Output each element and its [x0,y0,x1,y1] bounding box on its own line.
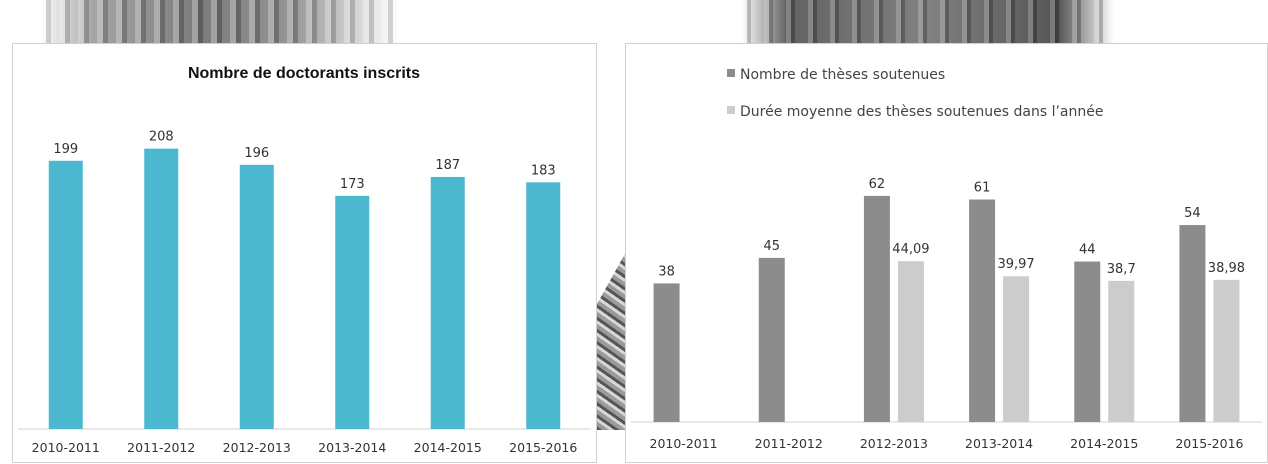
bar-series-1-2011-2012 [758,257,785,422]
value-label-series-1-2015-2016: 54 [1184,206,1201,221]
bar-2014-2015 [430,176,465,429]
x-tick-label-2011-2012: 2011-2012 [127,440,195,455]
bar-2015-2016 [526,182,561,429]
x-tick-label-2010-2011: 2010-2011 [32,440,100,455]
value-label-2011-2012: 208 [149,130,174,145]
bar-2011-2012 [144,148,179,430]
legend-label-series-2: Durée moyenne des thèses soutenues dans … [740,104,1103,120]
bar-series-2-2012-2013 [897,261,924,422]
bar-2012-2013 [239,164,274,429]
bar-2013-2014 [335,195,370,429]
x-tick-label-2013-2014: 2013-2014 [965,436,1033,451]
value-label-series-1-2011-2012: 45 [763,239,780,254]
decorative-banner-right [742,0,1114,44]
bar-series-1-2010-2011 [653,283,680,422]
x-tick-label-2012-2013: 2012-2013 [860,436,928,451]
value-label-series-2-2015-2016: 38,98 [1208,261,1245,276]
value-label-2015-2016: 183 [531,163,556,178]
value-label-series-2-2014-2015: 38,7 [1107,262,1136,277]
legend-label-series-1: Nombre de thèses soutenues [740,67,945,83]
chart-panel-doctorants: Nombre de doctorants inscrits 199 2010-20… [12,43,597,463]
value-label-series-2-2012-2013: 44,09 [892,242,929,257]
bar-series-2-2015-2016 [1213,279,1240,422]
value-label-2010-2011: 199 [53,142,78,157]
bar-series-2-2014-2015 [1108,280,1135,422]
chart-theses: Nombre de thèses soutenues Durée moyenne… [631,67,1262,451]
x-tick-label-2012-2013: 2012-2013 [223,440,291,455]
value-label-2013-2014: 173 [340,177,365,192]
value-label-series-1-2012-2013: 62 [869,177,886,192]
bar-2010-2011 [48,160,83,430]
bar-series-1-2013-2014 [969,199,996,422]
chart-doctorants: Nombre de doctorants inscrits 199 2010-20… [18,65,591,455]
x-tick-label-2015-2016: 2015-2016 [1175,436,1243,451]
value-label-series-2-2013-2014: 39,97 [997,257,1034,272]
legend-swatch-series-1 [727,69,735,77]
value-label-2014-2015: 187 [435,158,460,173]
value-label-series-1-2014-2015: 44 [1079,243,1096,258]
decorative-banner-left [40,0,400,44]
bar-series-1-2015-2016 [1179,225,1206,422]
bar-series-2-2013-2014 [1003,276,1030,422]
decorative-engraving [597,250,627,430]
bar-series-1-2012-2013 [863,195,890,422]
bar-series-1-2014-2015 [1074,261,1101,422]
legend-swatch-series-2 [727,106,735,114]
chart-panel-theses: Nombre de thèses soutenues Durée moyenne… [625,43,1268,463]
value-label-series-1-2010-2011: 38 [658,264,675,279]
x-tick-label-2014-2015: 2014-2015 [414,440,482,455]
x-tick-label-2013-2014: 2013-2014 [318,440,386,455]
x-tick-label-2015-2016: 2015-2016 [509,440,577,455]
chart-title: Nombre de doctorants inscrits [188,65,420,82]
x-tick-label-2011-2012: 2011-2012 [755,436,823,451]
value-label-series-1-2013-2014: 61 [974,181,991,196]
x-tick-label-2010-2011: 2010-2011 [650,436,718,451]
x-tick-label-2014-2015: 2014-2015 [1070,436,1138,451]
value-label-2012-2013: 196 [244,146,269,161]
